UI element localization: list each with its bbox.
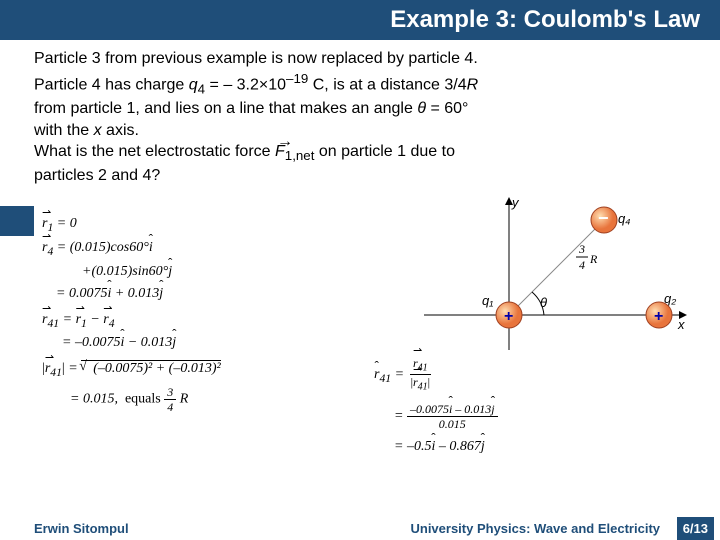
text-line5a: What is the net electrostatic force <box>34 143 275 160</box>
text-line3a: from particle 1, and lies on a line that… <box>34 100 417 117</box>
text-line4b: axis. <box>102 122 139 139</box>
text-line4: with the <box>34 122 94 139</box>
text-line1: Particle 3 from previous example is now … <box>34 50 478 67</box>
eq-magb: = 0.015, equals 34 R <box>70 385 221 414</box>
label-x: x <box>677 317 685 332</box>
eq-r4b: +(0.015)sin60°j <box>82 264 221 280</box>
svg-text:R: R <box>589 252 598 266</box>
label-theta: θ <box>540 295 547 310</box>
physics-diagram: θ y x q₁ q₂ q₄ 3 4 R + + − <box>404 195 694 365</box>
eq-r41: r41 = r1 − r4 <box>42 312 221 330</box>
label-q4: q₄ <box>618 211 630 226</box>
eq-r4a: r4 = (0.015)cos60°i <box>42 240 221 258</box>
svg-text:−: − <box>598 208 609 228</box>
svg-text:+: + <box>504 308 513 325</box>
equations-right: r41 = r41r41 = –0.0075i – 0.013j0.015 = … <box>374 350 498 461</box>
eq-rhat2: = –0.0075i – 0.013j0.015 <box>394 402 498 431</box>
text-line6: particles 2 and 4? <box>34 167 160 184</box>
problem-statement: Particle 3 from previous example is now … <box>0 40 720 187</box>
eq-mag: r41 = (–0.0075)² + (–0.013)² <box>42 361 221 379</box>
sidebar-accent <box>0 206 34 236</box>
var-theta: θ <box>417 100 426 117</box>
label-34R: 3 4 R <box>576 242 598 272</box>
exp-19: –19 <box>286 71 308 86</box>
text-line2c: C, is at a distance 3/4 <box>308 76 466 93</box>
text-line2a: Particle 4 has charge <box>34 76 189 93</box>
footer-page: 6/13 <box>677 517 714 540</box>
eq-r41b: = –0.0075i − 0.013j <box>62 335 221 351</box>
slide-footer: Erwin Sitompul University Physics: Wave … <box>0 516 720 540</box>
eq-r1: r1 = 0 <box>42 216 221 234</box>
var-q: q <box>189 76 198 93</box>
text-line3b: = 60° <box>426 100 468 117</box>
text-line5b: on particle 1 due to <box>314 143 455 160</box>
eq-r4c: = 0.0075i + 0.013j <box>56 286 221 302</box>
var-R: R <box>467 76 479 93</box>
footer-author: Erwin Sitompul <box>34 521 129 536</box>
label-q1: q₁ <box>482 293 493 308</box>
var-x: x <box>94 122 102 139</box>
slide-header: Example 3: Coulomb's Law <box>0 0 720 40</box>
eq-rhat3: = –0.5i – 0.867j <box>394 439 498 455</box>
slide-title: Example 3: Coulomb's Law <box>390 6 700 34</box>
label-y: y <box>511 195 520 210</box>
body-area: r1 = 0 r4 = (0.015)cos60°i +(0.015)sin60… <box>34 210 710 512</box>
svg-text:3: 3 <box>578 242 585 256</box>
svg-text:+: + <box>654 308 663 325</box>
text-line2b: = – 3.2×10 <box>205 76 286 93</box>
equations-left: r1 = 0 r4 = (0.015)cos60°i +(0.015)sin60… <box>42 210 221 420</box>
svg-text:4: 4 <box>579 258 585 272</box>
sub-4: 4 <box>198 81 205 96</box>
footer-course: University Physics: Wave and Electricity <box>410 521 660 536</box>
